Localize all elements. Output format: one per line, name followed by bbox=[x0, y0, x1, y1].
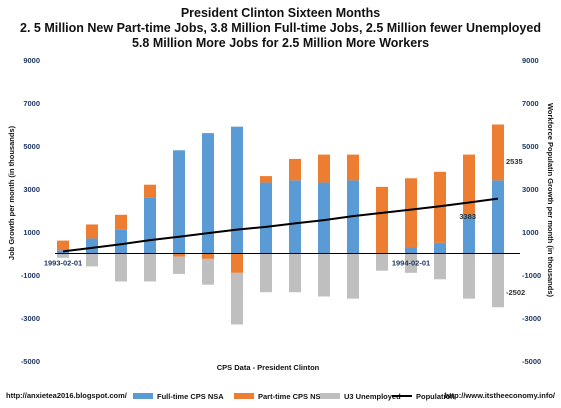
date-label-1993-02: 1993-02-01 bbox=[44, 259, 82, 268]
bar-full-time bbox=[231, 126, 243, 254]
bar-unemployed bbox=[492, 253, 504, 308]
bar-part-time bbox=[86, 224, 98, 239]
annotation-neg-2502: -2502 bbox=[506, 288, 525, 297]
bar-part-time bbox=[115, 214, 127, 230]
bars-layer bbox=[57, 124, 504, 325]
legend-label-unemployed: U3 Unemployed bbox=[344, 392, 401, 401]
chart-title-line-3: 5.8 Million More Jobs for 2.5 Million Mo… bbox=[132, 36, 429, 50]
bar-part-time bbox=[173, 253, 185, 257]
bar-unemployed bbox=[231, 272, 243, 325]
y-axis-right: 9000 7000 5000 3000 1000 -1000 -3000 -5000 bbox=[522, 56, 541, 366]
bar-part-time bbox=[376, 186, 388, 254]
bar-unemployed bbox=[115, 253, 127, 282]
y-left-tick-label: 9000 bbox=[23, 56, 40, 65]
bar-full-time bbox=[318, 182, 330, 254]
bar-full-time bbox=[289, 180, 301, 254]
bar-unemployed bbox=[173, 256, 185, 274]
annotation-3383: 3383 bbox=[459, 212, 476, 221]
legend-swatch-full-time bbox=[133, 393, 153, 399]
bar-part-time bbox=[434, 171, 446, 243]
bar-full-time bbox=[434, 242, 446, 254]
y-axis-left-title: Job Growth per month (in thousands) bbox=[7, 125, 16, 260]
annotation-2535: 2535 bbox=[506, 157, 523, 166]
bar-unemployed bbox=[144, 253, 156, 282]
bar-part-time bbox=[202, 253, 214, 259]
legend-swatch-part-time bbox=[234, 393, 254, 399]
bar-unemployed bbox=[463, 253, 475, 299]
bar-unemployed bbox=[376, 253, 388, 271]
bar-full-time bbox=[115, 229, 127, 254]
y-right-tick-label: -5000 bbox=[522, 357, 541, 366]
bar-full-time bbox=[405, 247, 417, 254]
footer-left-url: http://anxietea2016.blogspot.com/ bbox=[6, 391, 128, 400]
y-right-tick-label: 9000 bbox=[522, 56, 539, 65]
bar-part-time bbox=[463, 154, 475, 215]
bar-unemployed bbox=[57, 253, 69, 258]
bar-part-time bbox=[144, 184, 156, 198]
bar-unemployed bbox=[318, 253, 330, 297]
y-left-tick-label: -3000 bbox=[21, 314, 40, 323]
bar-unemployed bbox=[86, 253, 98, 267]
y-right-tick-label: 7000 bbox=[522, 99, 539, 108]
bar-full-time bbox=[173, 150, 185, 254]
bar-unemployed bbox=[260, 253, 272, 293]
bar-full-time bbox=[492, 180, 504, 254]
bar-full-time bbox=[86, 238, 98, 254]
bar-unemployed bbox=[289, 253, 301, 293]
bar-full-time bbox=[260, 182, 272, 254]
y-left-tick-label: 3000 bbox=[23, 185, 40, 194]
bar-part-time bbox=[318, 154, 330, 183]
chart-title-line-1: President Clinton Sixteen Months bbox=[181, 6, 380, 20]
bar-part-time bbox=[289, 158, 301, 181]
legend-swatch-unemployed bbox=[320, 393, 340, 399]
y-right-tick-label: 1000 bbox=[522, 228, 539, 237]
population-line bbox=[62, 197, 499, 253]
bar-part-time bbox=[57, 240, 69, 251]
y-axis-right-title: Workforce Populatin Growth per month (in… bbox=[546, 103, 555, 298]
bar-part-time bbox=[347, 154, 359, 181]
legend-label-full-time: Full-time CPS NSA bbox=[157, 392, 224, 401]
bar-unemployed bbox=[347, 253, 359, 299]
legend-label-population: Population bbox=[416, 392, 455, 401]
bar-full-time bbox=[57, 250, 69, 254]
y-left-tick-label: 5000 bbox=[23, 142, 40, 151]
y-left-tick-label: -1000 bbox=[21, 271, 40, 280]
bar-full-time bbox=[144, 197, 156, 254]
x-axis-title: CPS Data - President Clinton bbox=[217, 363, 320, 372]
date-label-1994-02: 1994-02-01 bbox=[392, 259, 430, 268]
y-right-tick-label: 3000 bbox=[522, 185, 539, 194]
y-right-tick-label: -3000 bbox=[522, 314, 541, 323]
bar-part-time bbox=[260, 176, 272, 183]
y-left-tick-label: 1000 bbox=[23, 228, 40, 237]
y-left-tick-label: -5000 bbox=[21, 357, 40, 366]
y-left-tick-label: 7000 bbox=[23, 99, 40, 108]
bar-full-time bbox=[202, 133, 214, 254]
legend-label-part-time: Part-time CPS NSA bbox=[258, 392, 327, 401]
footer-right-url: http://www.itstheeconomy.info/ bbox=[445, 391, 556, 400]
bar-part-time bbox=[492, 124, 504, 181]
bar-unemployed bbox=[202, 258, 214, 285]
bar-full-time bbox=[463, 214, 475, 254]
y-axis-left: 9000 7000 5000 3000 1000 -1000 -3000 -5000 bbox=[21, 56, 40, 366]
bar-unemployed bbox=[434, 253, 446, 280]
y-right-tick-label: 5000 bbox=[522, 142, 539, 151]
chart-title-line-2: 2. 5 Million New Part-time Jobs, 3.8 Mil… bbox=[20, 21, 541, 35]
y-right-tick-label: -1000 bbox=[522, 271, 541, 280]
bar-part-time bbox=[405, 178, 417, 248]
bar-unemployed bbox=[405, 253, 417, 273]
bar-part-time bbox=[231, 253, 243, 273]
